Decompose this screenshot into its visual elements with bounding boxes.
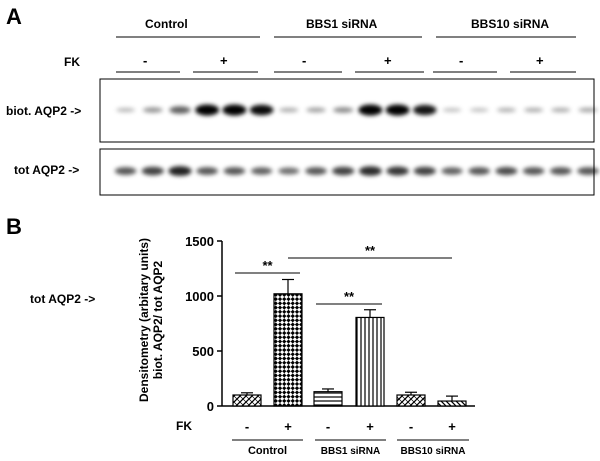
x-category-label-3: + (366, 419, 374, 434)
sign-a-4: - (459, 53, 464, 68)
biot-band-0 (116, 107, 136, 113)
sign-a-3: + (384, 53, 392, 68)
group-label-bbs1: BBS1 siRNA (306, 17, 378, 31)
biot-band-17 (578, 107, 598, 113)
tot-band-6 (278, 167, 300, 175)
biot-band-12 (442, 108, 462, 112)
bar-5 (437, 400, 467, 407)
tot-band-12 (441, 167, 463, 175)
biot-band-11 (413, 104, 437, 116)
x-group-label-1: BBS1 siRNA (321, 446, 380, 457)
sign-a-1: + (220, 53, 228, 68)
x-category-label-2: - (326, 419, 330, 434)
tot-band-16 (550, 167, 572, 175)
panel-b-letter: B (6, 214, 22, 239)
tot-band-15 (522, 167, 545, 175)
tot-band-3 (196, 167, 218, 175)
x-category-label-1: + (284, 419, 292, 434)
tot-band-8 (332, 166, 355, 176)
tot-band-11 (413, 166, 436, 176)
row-label-tot: tot AQP2 -> (14, 163, 80, 177)
sign-a-2: - (302, 53, 307, 68)
biot-band-15 (524, 107, 544, 113)
sig-label-0: ** (262, 258, 273, 273)
panel-b-side-label: tot AQP2 -> (30, 292, 96, 306)
bar-3 (355, 316, 385, 407)
group-label-control: Control (145, 17, 188, 31)
tot-band-17 (577, 167, 599, 175)
tot-band-14 (495, 166, 518, 176)
x-category-label-0: - (245, 419, 249, 434)
biot-band-6 (279, 107, 299, 113)
blot-biot-bands (116, 104, 598, 116)
biot-band-13 (469, 108, 489, 112)
tot-band-7 (305, 167, 327, 175)
biot-band-1 (142, 107, 163, 113)
x-category-label-4: - (409, 419, 413, 434)
biot-band-4 (222, 104, 247, 116)
tot-band-9 (359, 166, 382, 176)
tot-band-0 (114, 167, 137, 175)
x-group-label-2: BBS10 siRNA (400, 446, 465, 457)
y-axis-label-line1: Densitometry (arbitary units) (137, 238, 151, 402)
bar-2 (313, 391, 343, 407)
tot-band-10 (386, 166, 409, 176)
tot-band-2 (168, 166, 192, 176)
biot-band-2 (169, 106, 191, 114)
x-group-label-0: Control (248, 445, 287, 457)
sign-a-0: - (143, 53, 148, 68)
y-tick-label-1: 500 (192, 344, 214, 359)
fk-label-b: FK (176, 419, 192, 433)
row-label-biot: biot. AQP2 -> (6, 104, 82, 118)
tot-band-4 (223, 167, 246, 175)
group-label-bbs10: BBS10 siRNA (471, 17, 550, 31)
biot-band-5 (249, 104, 274, 116)
y-axis-label-line2: biot. AQP2/ tot AQP2 (151, 260, 165, 379)
biot-band-7 (306, 107, 326, 113)
sign-a-5: + (536, 53, 544, 68)
y-tick-label-2: 1000 (185, 289, 214, 304)
sig-label-2: ** (365, 243, 376, 258)
bar-1 (273, 293, 303, 407)
tot-band-5 (250, 167, 273, 175)
biot-band-10 (385, 104, 410, 116)
blot-tot-bands (114, 166, 599, 176)
sig-label-1: ** (344, 289, 355, 304)
fk-label-a: FK (64, 55, 80, 69)
biot-band-8 (333, 107, 354, 113)
y-tick-label-0: 0 (207, 399, 214, 414)
bar-0 (232, 394, 262, 407)
biot-band-14 (496, 107, 516, 113)
y-tick-label-3: 1500 (185, 234, 214, 249)
x-category-label-5: + (448, 419, 456, 434)
biot-band-3 (195, 104, 220, 116)
biot-band-16 (551, 107, 571, 113)
tot-band-13 (468, 167, 491, 175)
bar-4 (396, 394, 426, 407)
panel-a-letter: A (6, 4, 22, 29)
biot-band-9 (358, 104, 383, 116)
tot-band-1 (141, 166, 164, 176)
